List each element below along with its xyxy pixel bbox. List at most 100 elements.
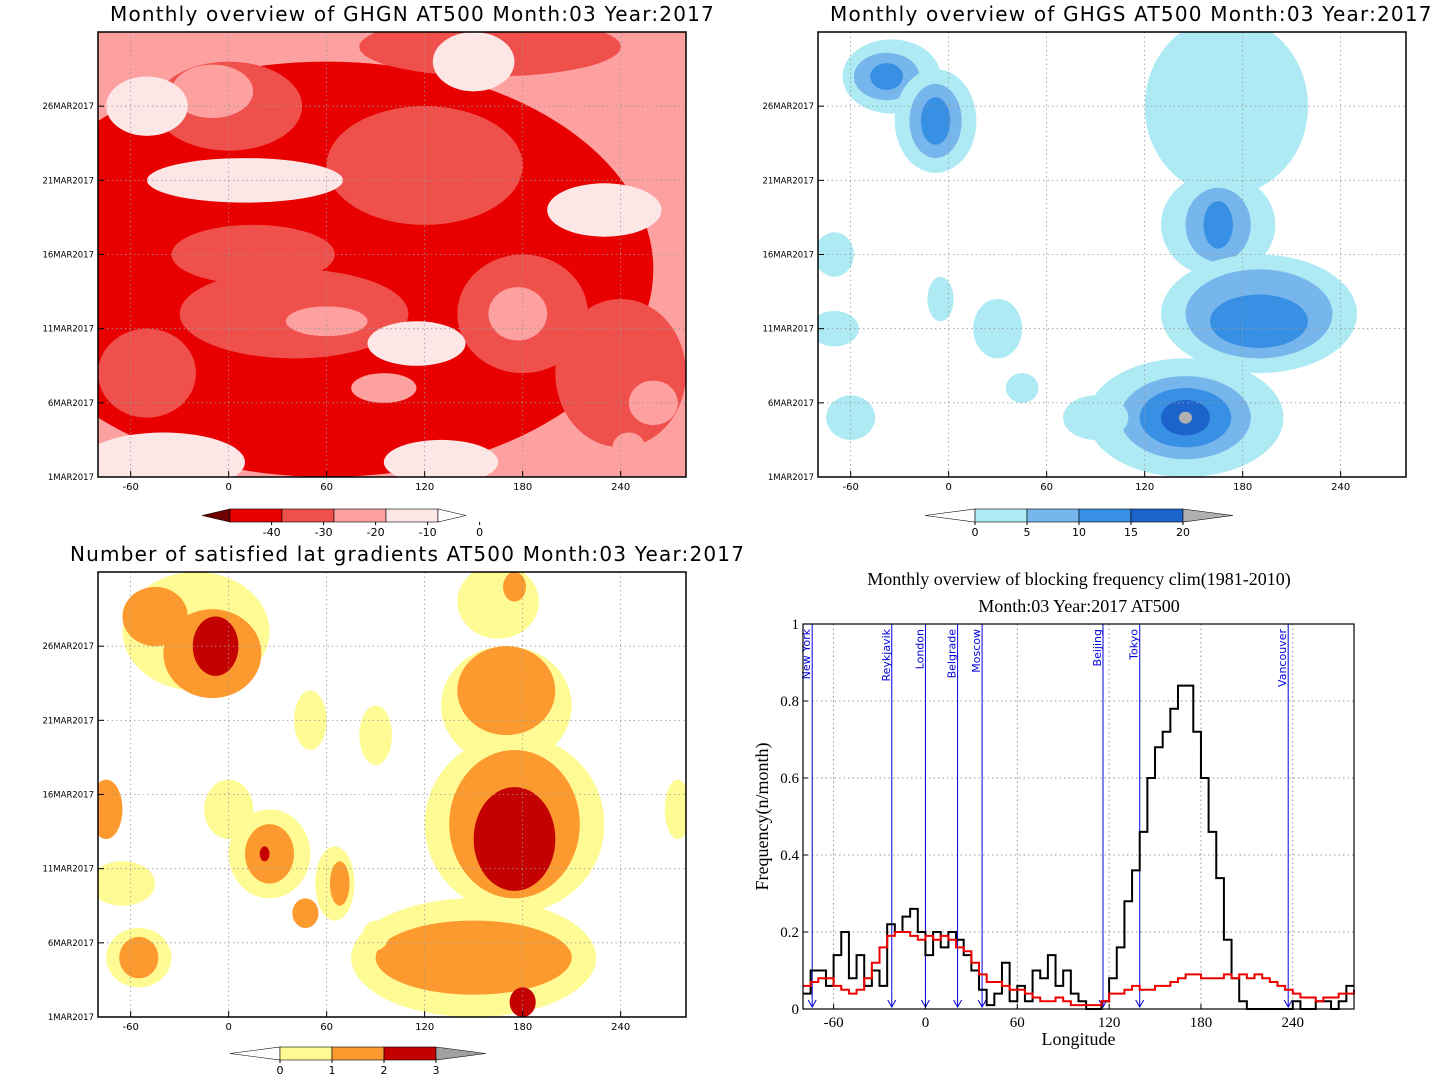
city-label: Belgrade [946,629,959,679]
city-arrow-4 [977,999,987,1009]
y-tick-label: 11MAR2017 [42,325,94,335]
x-tick-label: -60 [824,1015,844,1031]
x-tick-label: 0 [225,1022,231,1033]
contour-blob-18 [818,232,854,277]
colorbar-segment-1 [1026,508,1080,523]
contour-blob-8 [171,224,335,285]
y-tick-label: 0 [792,1002,800,1018]
contour-blob-18 [98,861,156,906]
contour-blob-18 [367,321,466,366]
x-tick-label: 180 [513,482,532,493]
y-tick-label: 26MAR2017 [42,102,94,112]
y-tick-label: 6MAR2017 [48,399,94,409]
contour-blob-10 [351,373,417,403]
x-tick-label: 60 [320,482,333,493]
city-arrow-1 [887,999,897,1009]
colorbar-label: 1 [329,1064,336,1077]
colorbar-left-arrow [229,1046,281,1061]
series-line-0 [803,684,1354,1010]
city-label: Beijing [1091,629,1104,666]
contour-blob-25 [1185,32,1251,92]
x-tick-label: 0 [922,1015,930,1031]
ghgn-title: Monthly overview of GHGN AT500 Month:03 … [110,2,715,26]
city-label: Vancouver [1276,629,1289,687]
contour-blob-10 [375,920,572,995]
y-tick-label: 0.6 [780,771,799,787]
city-label: London [913,629,926,669]
colorbar-label: 5 [1024,526,1031,539]
x-tick-label: 240 [611,482,630,493]
colorbar-segment-2 [333,508,387,523]
city-arrow-6 [1135,999,1145,1009]
gradients-title: Number of satisfied lat gradients AT500 … [70,542,746,566]
x-tick-label: -60 [842,482,858,493]
y-tick-label: 16MAR2017 [42,791,94,801]
contour-blob-23 [362,920,389,951]
colorbar-label: -20 [367,526,385,539]
contour-blob-23 [1005,373,1039,403]
city-label: New York [800,628,813,679]
colorbar-left-arrow [201,508,231,523]
y-tick-label: 0.2 [780,925,799,941]
colorbar-segment-2 [1078,508,1132,523]
contour-blob-17 [98,432,245,477]
y-tick-label: 6MAR2017 [768,399,814,409]
x-tick-label: 60 [1040,482,1053,493]
x-axis-label: Longitude [1042,1029,1116,1049]
x-tick-label: 60 [320,1022,333,1033]
colorbar-segment-0 [229,508,283,523]
colorbar-right-arrow [1182,508,1234,523]
contour-blob-8 [473,787,556,891]
contour-blob-21 [927,276,954,322]
colorbar-segment-1 [331,1046,385,1061]
city-label: Reykjavik [880,628,893,681]
y-tick-label: 16MAR2017 [42,251,94,261]
y-tick-label: 11MAR2017 [762,325,814,335]
series-line-1 [803,931,1355,1007]
colorbar: -40 -30 -20 -10 0 [201,508,483,539]
contour-blob-15 [106,76,188,136]
y-tick-label: 1MAR2017 [48,473,94,483]
contour-blob-2 [171,64,254,119]
contour-blob-9 [1203,201,1233,249]
colorbar: 0 5 10 15 20 [924,508,1234,539]
colorbar-label: 0 [476,526,483,539]
contour-blob-16 [259,846,270,862]
y-tick-label: 11MAR2017 [42,865,94,875]
colorbar: 0 1 2 3 [229,1046,487,1077]
contour-blob-3 [122,586,188,647]
city-markers: New York Reykjavik London Belgrade Moscow Bei… [800,624,1293,1009]
contour-blob-14 [612,432,646,463]
x-tick-label: 60 [1010,1015,1025,1031]
contour-blob-27 [457,572,539,639]
colorbar-label: 3 [433,1064,440,1077]
x-tick-label: 240 [1331,482,1350,493]
colorbar-label: -40 [263,526,281,539]
contour-blob-22 [973,299,1023,359]
city-arrow-0 [807,999,817,1009]
city-arrow-7 [1283,999,1293,1009]
gradients-panel: Number of satisfied lat gradients AT500 … [0,540,743,1085]
colorbar-label: 10 [1072,526,1086,539]
x-tick-label: 240 [611,1022,630,1033]
y-tick-label: 1MAR2017 [768,473,814,483]
x-tick-label: 180 [1233,482,1252,493]
colorbar-segment-0 [974,508,1028,523]
y-tick-label: 21MAR2017 [42,176,94,186]
contour-blob-5 [488,287,548,341]
contour-blob-28 [503,572,526,602]
x-tick-label: 120 [415,1022,434,1033]
contour-blob-22 [292,898,319,928]
y-tick-label: 6MAR2017 [48,939,94,949]
x-tick-label: 120 [1135,482,1154,493]
blocking-frequency-chart: Monthly overview of blocking frequency c… [752,569,1355,1049]
colorbar-segment-3 [385,508,439,523]
contour-blob-12 [1210,294,1308,348]
x-tick-label: 180 [1190,1015,1213,1031]
colorbar-right-arrow [435,1046,487,1061]
contour-blob-24 [1063,395,1129,440]
contour-blob-6 [1144,32,1308,196]
contour-blob-17 [98,779,123,839]
contour-blob-3 [326,106,523,225]
colorbar-segment-2 [383,1046,437,1061]
